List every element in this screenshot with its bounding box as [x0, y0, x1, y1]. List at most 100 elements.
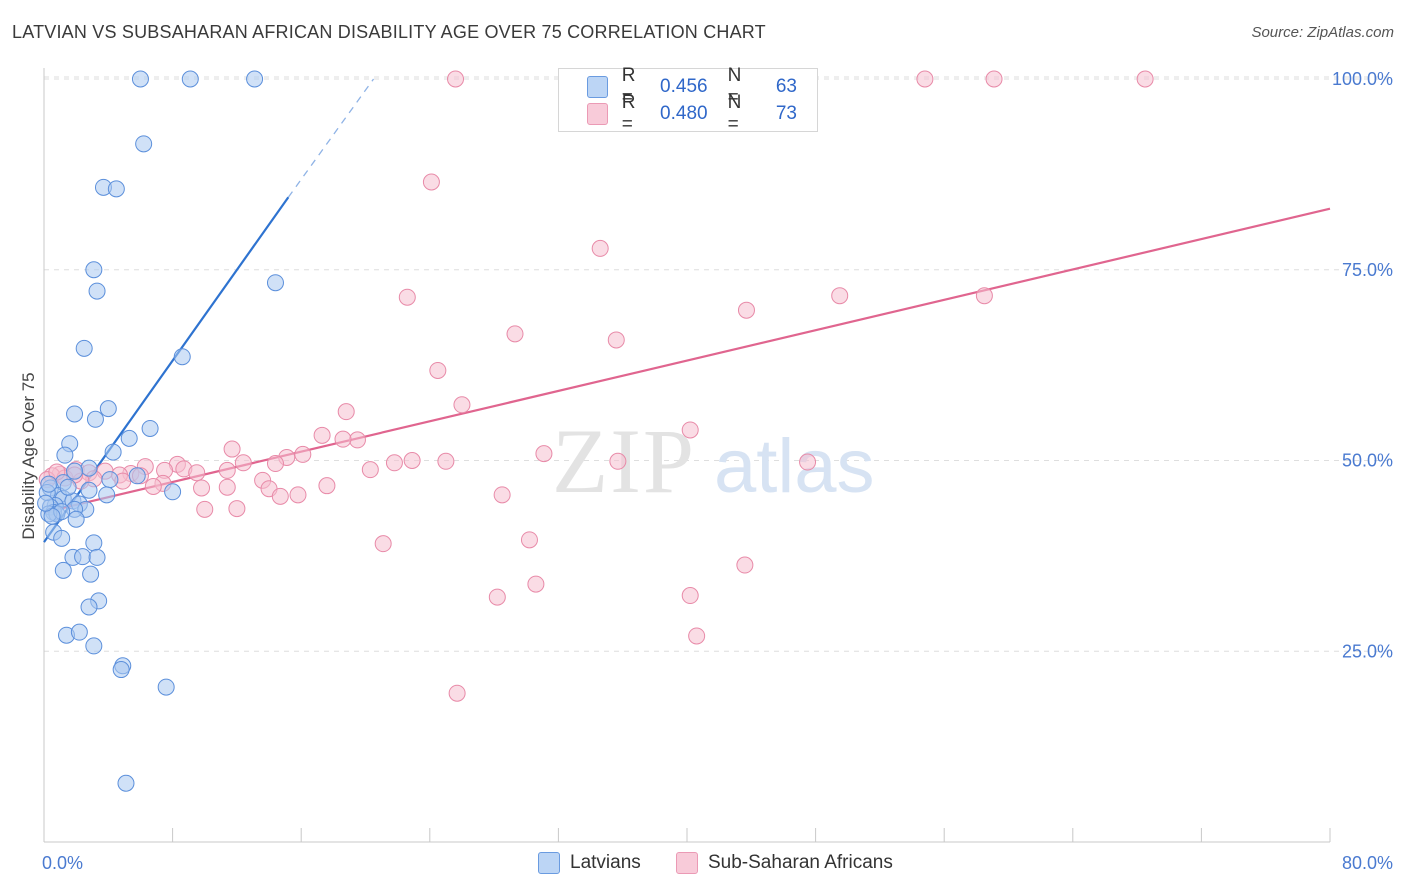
latvian-point: [86, 410, 104, 428]
african-point: [453, 396, 471, 414]
african-point: [975, 287, 993, 305]
latvian-point: [135, 135, 153, 153]
chart-title: LATVIAN VS SUBSAHARAN AFRICAN DISABILITY…: [12, 22, 766, 42]
african-point: [294, 445, 312, 463]
african-trend-line: [43, 207, 1331, 514]
african-point: [271, 487, 289, 505]
x-tick-label: 80.0%: [1342, 853, 1393, 873]
african-point: [337, 403, 355, 421]
latvian-point: [74, 548, 92, 566]
african-point: [223, 440, 241, 458]
african-point: [609, 452, 627, 470]
latvian-point: [54, 561, 72, 579]
african-point: [374, 535, 392, 553]
african-point: [228, 500, 246, 518]
n-label: N =: [727, 65, 742, 108]
r-value: 0.456: [660, 76, 708, 97]
african-point: [218, 461, 236, 479]
african-point: [313, 426, 331, 444]
latvian-point: [37, 494, 55, 512]
african-point: [493, 486, 511, 504]
latvian-legend-swatch: [538, 852, 560, 874]
african-point: [681, 421, 699, 439]
latvian-point: [66, 462, 84, 480]
african-point: [527, 575, 545, 593]
african-swatch: [587, 103, 608, 125]
african-point: [385, 454, 403, 472]
source-label: Source: ZipAtlas.com: [1251, 24, 1394, 41]
african-point: [234, 454, 252, 472]
y-tick-label: 50.0%: [1342, 451, 1393, 471]
african-point: [799, 453, 817, 471]
latvian-point: [85, 637, 103, 655]
y-tick-label: 100.0%: [1332, 69, 1393, 89]
african-point: [688, 627, 706, 645]
latvian-point: [85, 534, 103, 552]
african-point: [218, 478, 236, 496]
african-point: [1136, 70, 1154, 88]
latvian-point: [75, 339, 93, 357]
latvian-point: [117, 774, 135, 792]
stats-legend: R = 0.456 N = 63 R = 0.480 N = 73: [558, 65, 818, 135]
african-point: [737, 301, 755, 319]
african-point: [196, 500, 214, 518]
series-legend: Latvians Sub-Saharan Africans: [0, 852, 1406, 878]
african-point: [348, 431, 366, 449]
african-point: [591, 239, 609, 257]
african-point: [188, 464, 206, 482]
y-tick-labels: 25.0% 50.0% 75.0% 100.0%: [1332, 69, 1393, 661]
african-legend-swatch: [676, 852, 698, 874]
latvian-point: [128, 467, 146, 485]
latvian-point: [56, 446, 74, 464]
n-value: 73: [775, 103, 797, 124]
r-label: R =: [621, 65, 636, 108]
latvian-trend-extension: [287, 78, 375, 198]
african-point: [398, 288, 416, 306]
watermark-atlas: atlas: [714, 424, 875, 509]
african-point: [289, 486, 307, 504]
watermark: ZIP atlas: [552, 410, 875, 512]
n-label: N =: [727, 92, 742, 135]
latvian-point: [112, 661, 130, 679]
latvian-point: [98, 486, 116, 504]
african-point: [448, 684, 466, 702]
x-tick-labels: 0.0% 80.0%: [42, 853, 1393, 873]
african-point: [535, 445, 553, 463]
latvian-point: [80, 481, 98, 499]
african-point: [403, 452, 421, 469]
african-point: [422, 173, 440, 191]
african-point: [334, 430, 352, 448]
latvian-point: [67, 510, 85, 528]
legend-label-africans: Sub-Saharan Africans: [708, 852, 893, 873]
legend-label-latvians: Latvians: [570, 852, 641, 873]
african-point: [985, 70, 1003, 88]
latvian-point: [164, 483, 182, 501]
y-tick-label: 75.0%: [1342, 260, 1393, 280]
latvian-point: [99, 400, 117, 418]
latvian-point: [107, 180, 125, 198]
latvian-point: [59, 478, 77, 496]
latvian-swatch: [587, 76, 608, 98]
axes: [43, 68, 1331, 843]
latvian-point: [246, 70, 264, 88]
latvian-point: [82, 565, 100, 583]
african-point: [447, 70, 465, 88]
african-point: [831, 287, 849, 305]
latvian-point: [88, 282, 106, 300]
african-point: [520, 531, 538, 549]
r-label: R =: [621, 92, 636, 135]
latvian-point: [181, 70, 199, 88]
y-tick-label: 25.0%: [1342, 641, 1393, 661]
latvian-point: [80, 459, 98, 477]
legend-item-latvians[interactable]: Latvians: [538, 852, 641, 874]
latvian-point: [141, 419, 159, 437]
latvian-point: [101, 471, 119, 489]
latvian-point: [120, 429, 138, 447]
african-point: [318, 477, 336, 495]
african-point: [437, 452, 455, 470]
legend-item-africans[interactable]: Sub-Saharan Africans: [676, 852, 893, 874]
legend-row-latvians: R = 0.456 N = 63: [587, 65, 817, 108]
african-point: [193, 479, 211, 497]
latvian-point: [266, 274, 284, 292]
